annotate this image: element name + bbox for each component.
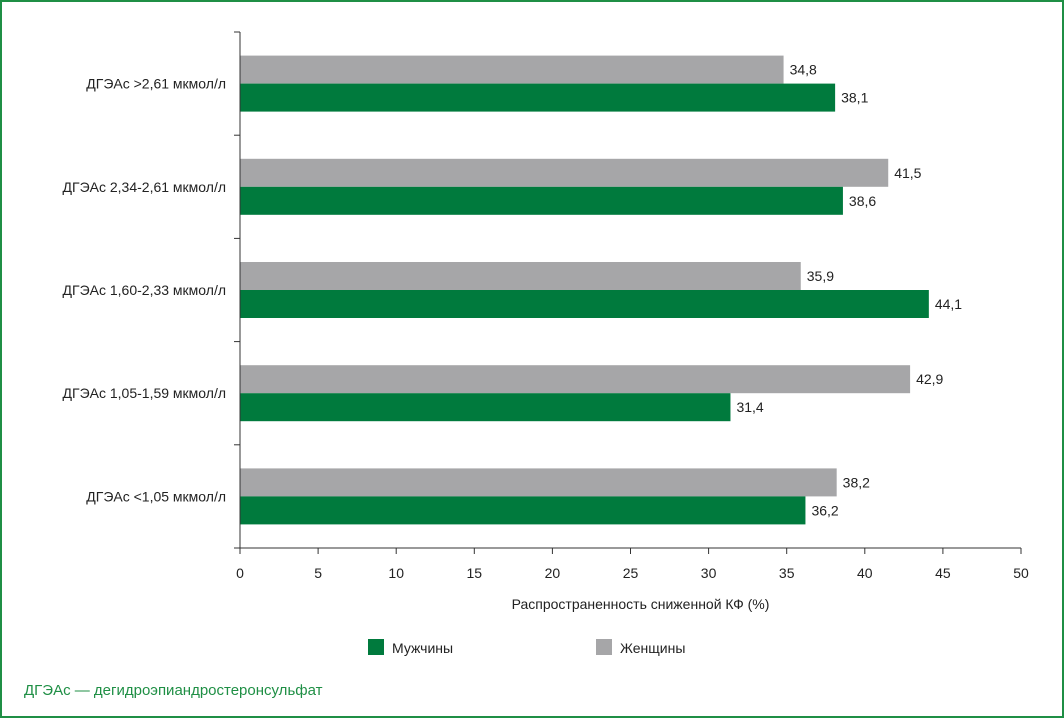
bar-women (240, 55, 784, 84)
x-tick-label: 15 (467, 565, 483, 581)
bar-women (240, 158, 889, 187)
x-tick-label: 40 (857, 565, 873, 581)
bar-women (240, 365, 911, 394)
x-tick-label: 10 (388, 565, 404, 581)
category-label: ДГЭАс 1,05-1,59 мкмол/л (63, 385, 226, 401)
footnote: ДГЭАс — дегидроэпиандростеронсульфат (24, 682, 323, 699)
legend-label: Женщины (620, 640, 685, 656)
category-label: ДГЭАс >2,61 мкмол/л (86, 76, 226, 92)
value-label: 36,2 (811, 502, 838, 518)
value-label: 38,2 (843, 474, 870, 490)
bars (240, 55, 929, 525)
legend: Мужчины Женщины (368, 639, 685, 656)
legend-label: Мужчины (392, 640, 453, 656)
legend-swatch (368, 639, 384, 655)
value-label: 41,5 (894, 165, 921, 181)
value-label: 35,9 (807, 268, 834, 284)
x-tick-label: 25 (623, 565, 639, 581)
value-label: 38,6 (849, 193, 876, 209)
legend-swatch (596, 639, 612, 655)
x-tick-label: 30 (701, 565, 717, 581)
value-label: 44,1 (935, 296, 962, 312)
x-tick-label: 50 (1013, 565, 1029, 581)
x-axis-title: Распространенность сниженной КФ (%) (512, 596, 770, 612)
x-tick-label: 20 (545, 565, 561, 581)
value-label: 42,9 (916, 371, 943, 387)
bar-women (240, 468, 837, 497)
bar-women (240, 262, 801, 290)
x-tick-label: 35 (779, 565, 795, 581)
x-tick-label: 45 (935, 565, 951, 581)
bar-men (240, 496, 806, 525)
value-label: 34,8 (790, 62, 817, 78)
category-labels: ДГЭАс >2,61 мкмол/л ДГЭАс 2,34-2,61 мкмол… (63, 76, 226, 505)
value-labels: 34,8 38,1 41,5 38,6 35,9 44,1 42,9 31,4 38,2 36,2 (736, 62, 962, 519)
bar-men (240, 186, 843, 215)
category-label: ДГЭАс 2,34-2,61 мкмол/л (63, 179, 226, 195)
category-label: ДГЭАс <1,05 мкмол/л (86, 488, 226, 504)
bar-men (240, 393, 731, 422)
bar-men (240, 290, 929, 318)
value-label: 31,4 (736, 399, 763, 415)
x-tick-label: 0 (236, 565, 244, 581)
category-label: ДГЭАс 1,60-2,33 мкмол/л (63, 282, 226, 298)
x-ticks: 0 5 10 15 20 25 30 35 40 45 50 (236, 548, 1029, 581)
bar-men (240, 83, 836, 112)
x-tick-label: 5 (314, 565, 322, 581)
value-label: 38,1 (841, 90, 868, 106)
